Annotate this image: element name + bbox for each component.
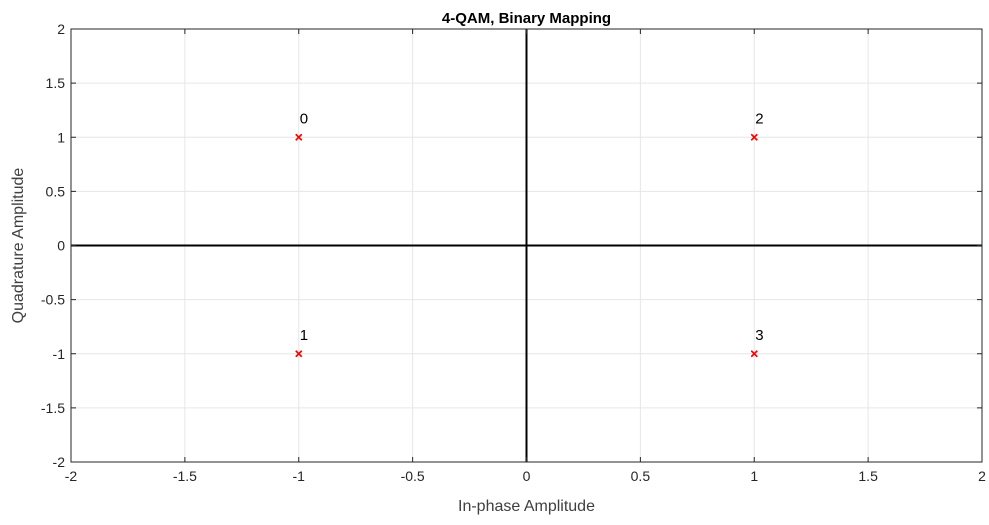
zero-axes: [71, 29, 982, 462]
x-tick-label: -2: [65, 468, 78, 484]
point-label: 2: [755, 110, 763, 127]
y-tick-label: 2: [57, 21, 65, 37]
point-label: 1: [300, 327, 308, 344]
tick-marks: [70, 28, 983, 463]
y-tick-label: -1: [53, 346, 66, 362]
x-tick-label: 2: [978, 468, 986, 484]
x-tick-label: 0: [523, 468, 531, 484]
x-marker: [750, 350, 758, 358]
data-points: 0 1 2 3: [295, 110, 764, 358]
point-label: 0: [300, 110, 308, 127]
y-tick-labels: -2 -1.5 -1 -0.5 0 0.5 1 1.5 2: [41, 21, 65, 470]
y-tick-label: 0.5: [46, 183, 66, 199]
x-tick-label: -1.5: [173, 468, 197, 484]
y-tick-label: 0: [57, 238, 65, 254]
y-axis-label: Quadrature Amplitude: [10, 168, 27, 324]
point-label: 3: [755, 327, 763, 344]
x-tick-label: 1: [750, 468, 758, 484]
data-point-0: 0: [295, 110, 308, 141]
y-tick-label: 1: [57, 129, 65, 145]
y-tick-label: 1.5: [46, 75, 66, 91]
data-point-1: 1: [295, 327, 308, 358]
x-marker: [750, 133, 758, 141]
x-tick-label: 0.5: [631, 468, 651, 484]
data-point-2: 2: [750, 110, 764, 141]
y-tick-label: -1.5: [41, 400, 65, 416]
x-tick-label: 1.5: [858, 468, 878, 484]
x-axis-label: In-phase Amplitude: [458, 498, 595, 515]
x-marker: [295, 350, 303, 358]
x-tick-labels: -2 -1.5 -1 -0.5 0 0.5 1 1.5 2: [65, 468, 986, 484]
x-marker: [295, 133, 303, 141]
y-tick-label: -2: [53, 454, 66, 470]
x-tick-label: -0.5: [401, 468, 425, 484]
data-point-3: 3: [750, 327, 764, 358]
x-tick-label: -1: [293, 468, 306, 484]
y-tick-label: -0.5: [41, 292, 65, 308]
chart-title: 4-QAM, Binary Mapping: [442, 10, 611, 27]
